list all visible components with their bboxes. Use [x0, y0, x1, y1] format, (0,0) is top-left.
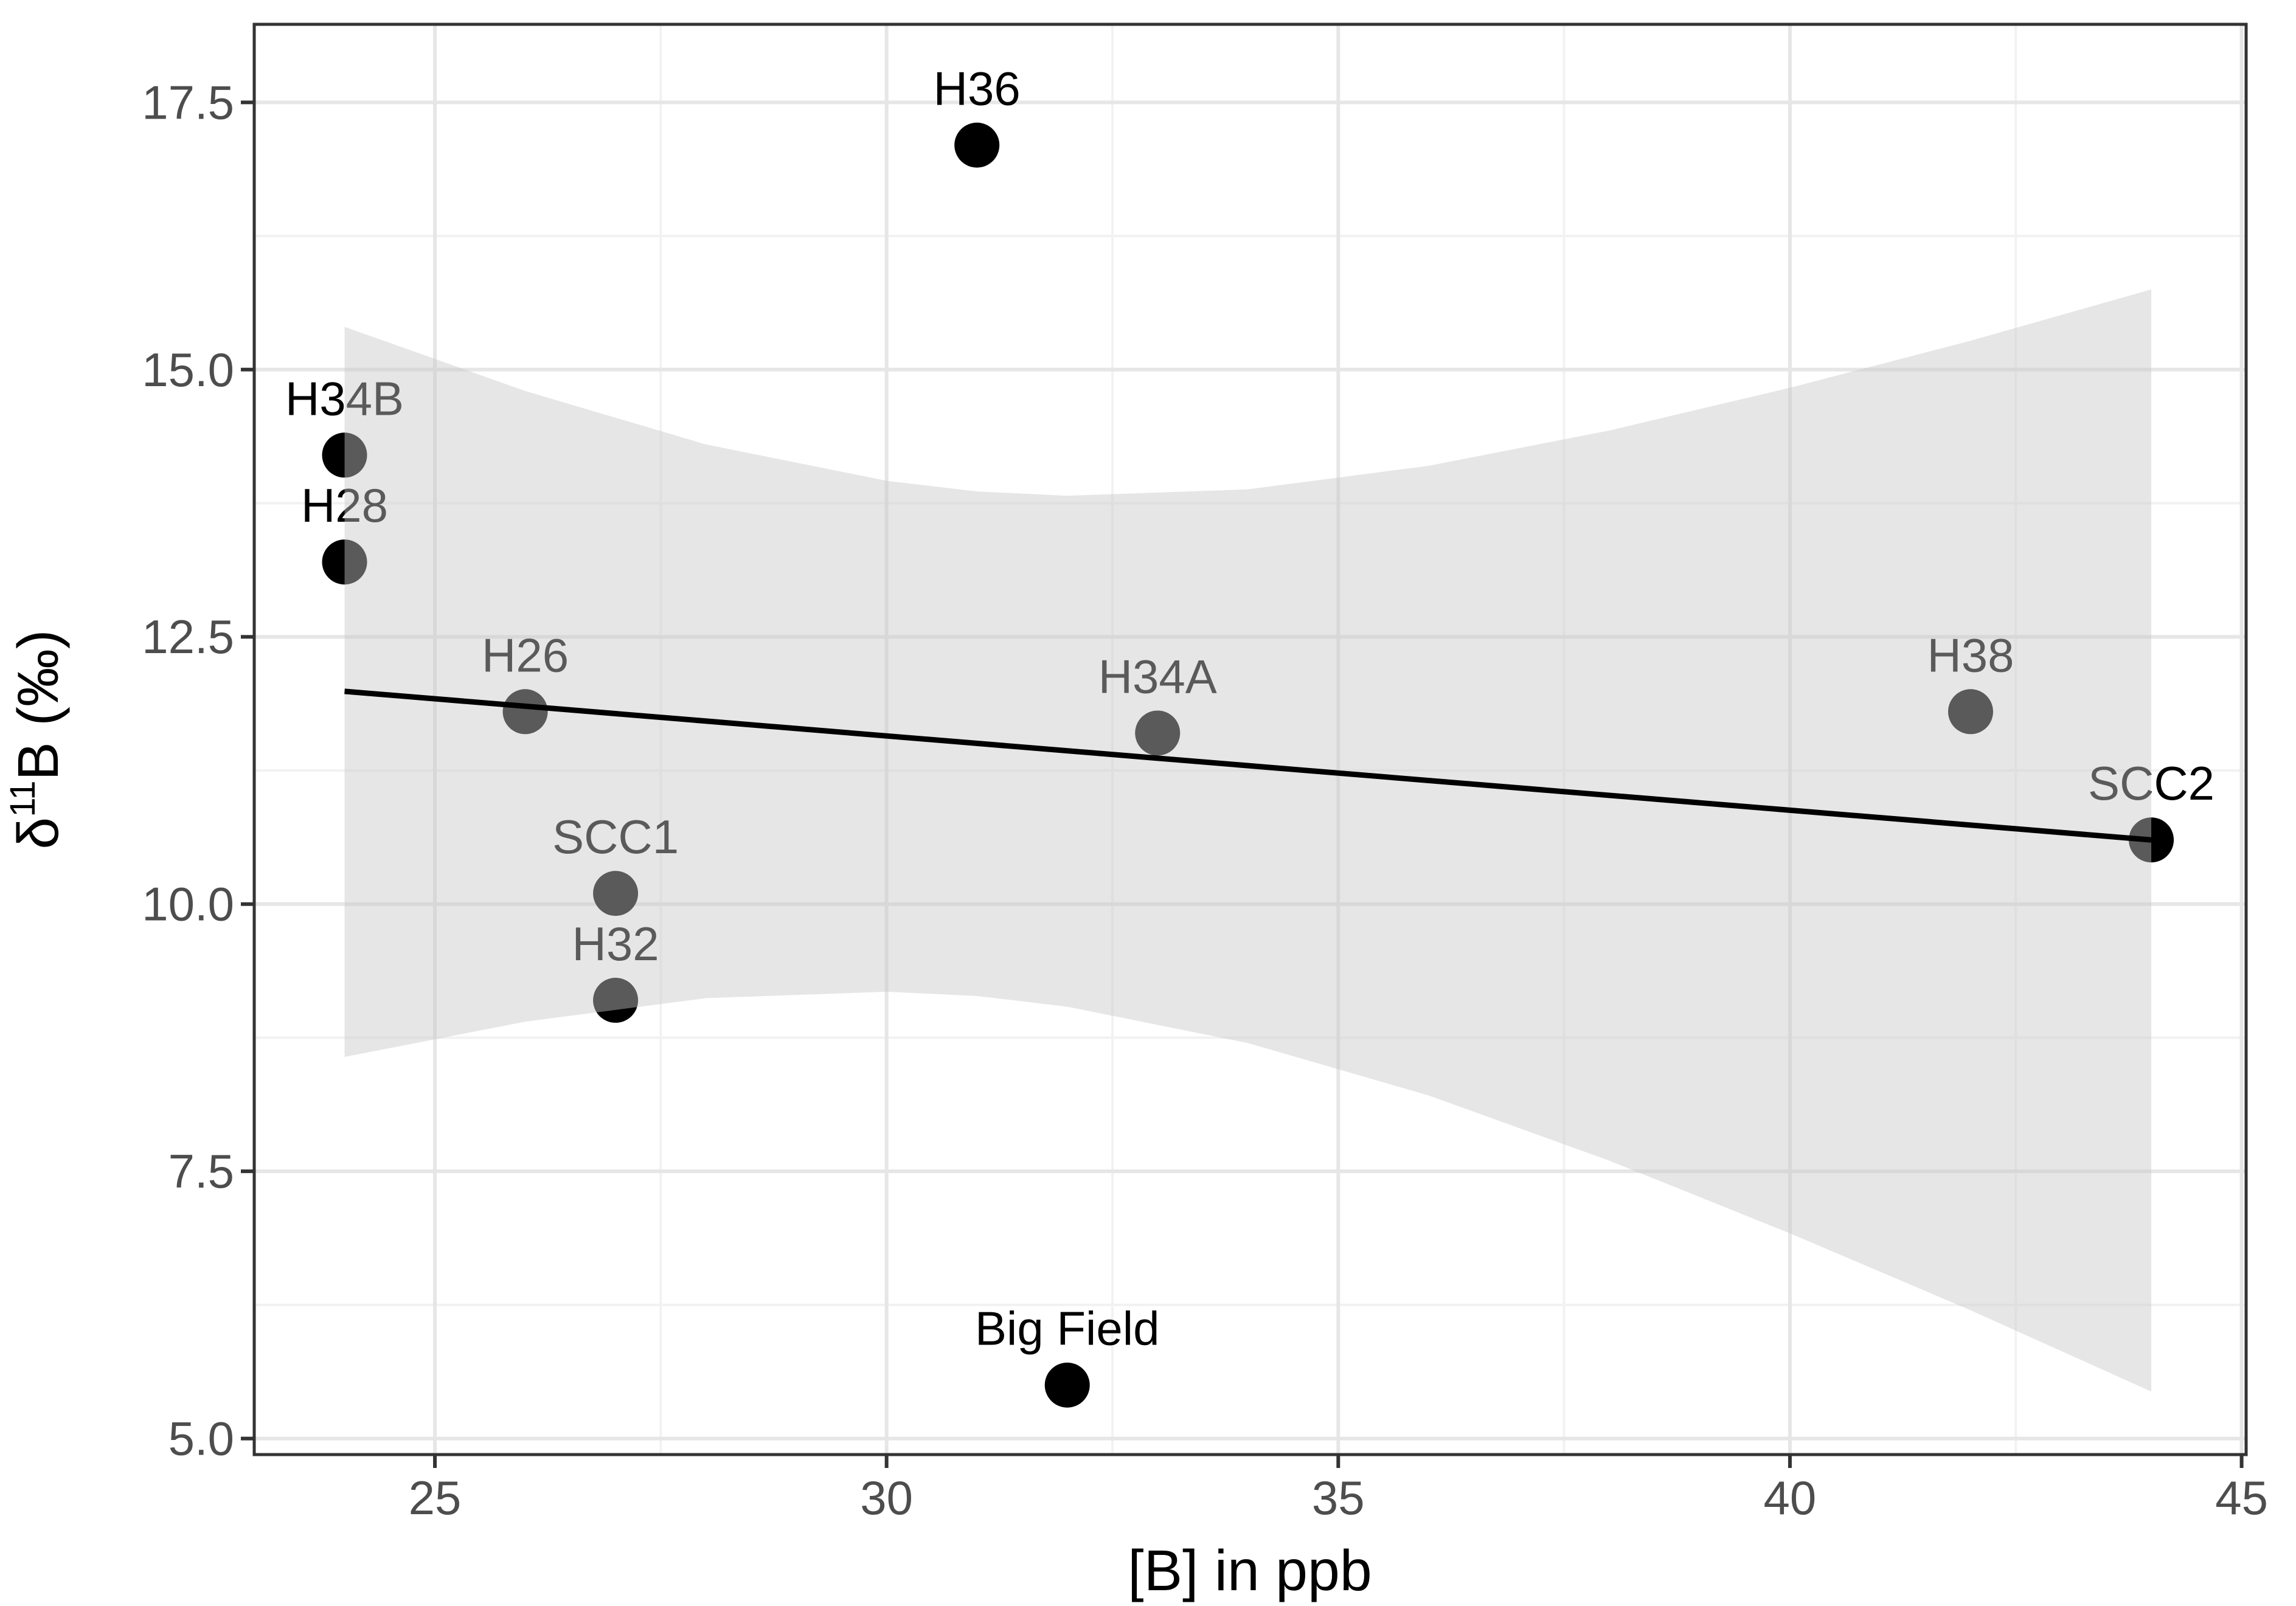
y-tick-label: 12.5 — [142, 610, 234, 663]
x-tick-label: 25 — [409, 1471, 462, 1525]
data-point[interactable] — [1947, 689, 1993, 735]
y-axis-title: δ11B (‰) — [3, 629, 71, 849]
y-tick-label: 17.5 — [142, 75, 234, 129]
y-tick-label: 15.0 — [142, 343, 234, 396]
data-point-label: Big Field — [975, 1302, 1159, 1355]
data-point-label: H38 — [1927, 628, 2014, 682]
x-axis-title: [B] in ppb — [1128, 1539, 1372, 1603]
x-tick-label: 45 — [2215, 1471, 2268, 1525]
x-tick-label: 30 — [860, 1471, 913, 1525]
confidence-band — [344, 289, 2152, 1392]
points-layer: H34B H28 H26 SCC1 H32 H36 Big Field H34A H38 SCC2 — [285, 62, 2214, 1408]
regression-line — [344, 688, 2152, 843]
data-point-label: H34B — [285, 372, 404, 425]
y-tick-label: 7.5 — [168, 1144, 234, 1198]
data-point[interactable] — [322, 539, 367, 585]
data-point-label: H26 — [482, 628, 569, 682]
data-point[interactable] — [1044, 1362, 1090, 1408]
data-point[interactable] — [954, 122, 1000, 168]
x-tick-label: 40 — [1764, 1471, 1817, 1525]
grid-layer — [254, 24, 2246, 1455]
data-point[interactable] — [593, 977, 639, 1023]
data-point[interactable] — [1135, 710, 1181, 756]
panel-background — [254, 24, 2246, 1455]
y-tick-label: 10.0 — [142, 877, 234, 931]
data-point[interactable] — [322, 432, 367, 478]
border-layer — [252, 22, 2248, 1456]
data-point[interactable] — [593, 871, 639, 916]
smooth-layer — [344, 289, 2152, 1392]
data-point-label: H36 — [934, 62, 1021, 116]
data-point-label: SCC1 — [552, 810, 679, 864]
x-tick-label: 35 — [1312, 1471, 1365, 1525]
data-point-label: SCC2 — [2088, 756, 2214, 810]
panel-layer — [254, 24, 2246, 1455]
axes-layer: 25 30 35 40 45 17.5 15.0 12.5 10.0 7.5 5.0 — [142, 75, 2268, 1525]
data-point[interactable] — [502, 689, 548, 735]
data-point-label: H34A — [1098, 649, 1217, 703]
data-point-label: H32 — [572, 917, 659, 971]
y-tick-label: 5.0 — [168, 1412, 234, 1466]
panel-border — [252, 22, 2248, 1456]
data-point-label: H28 — [301, 479, 388, 532]
